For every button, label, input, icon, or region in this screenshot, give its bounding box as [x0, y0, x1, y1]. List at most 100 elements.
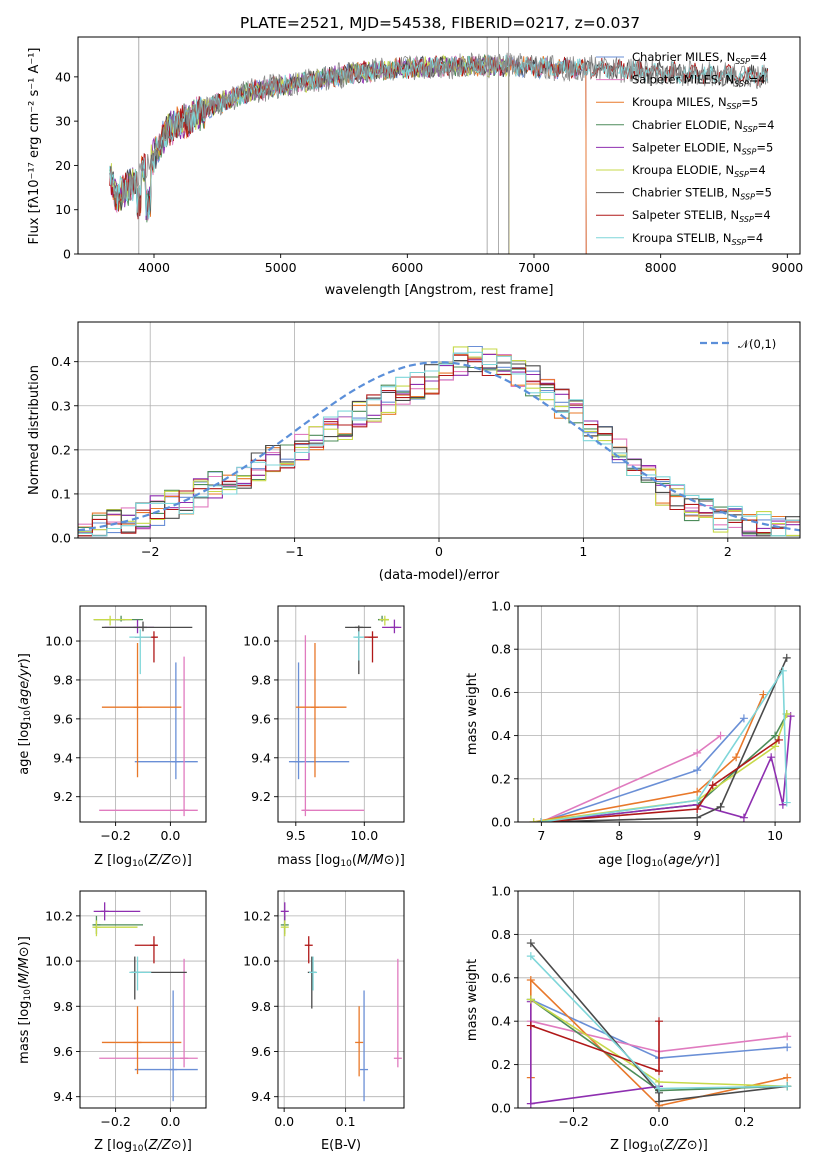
residual_hist-xtick-label: 2	[724, 544, 732, 559]
weight_vs_Z-ytick-label: 0.0	[491, 1101, 511, 1116]
legend-entry: Kroupa STELIB, NSSP=4	[632, 231, 763, 247]
weight_vs_Z-series-marker	[655, 1097, 663, 1106]
legend-entry: Kroupa MILES, NSSP=5	[632, 95, 758, 111]
weight_vs_age-series-marker	[767, 753, 776, 762]
histogram-xlabel: (data-model)/error	[379, 568, 500, 583]
residual_hist-xtick-label: 1	[579, 544, 587, 559]
weight_vs_Z-ytick-label: 0.2	[491, 1057, 511, 1072]
age_vs_mass-panel: 9.5 10.0 9.2 9.4 9.6 9.8 10.0	[243, 605, 405, 843]
age_vs_Z-panel: −0.2 0.0 9.2 9.4 9.6 9.8 10.0	[45, 605, 207, 843]
residual_hist-ytick-label: 0.2	[51, 442, 71, 457]
weight_vs_age-series-marker	[774, 735, 783, 744]
legend-entry: Salpeter ELODIE, NSSP=5	[632, 140, 773, 156]
weight_vs_Z-ytick-label: 1.0	[491, 884, 511, 899]
weight_vs_Z-series-marker	[526, 952, 535, 961]
mass_vs_ebv-frame	[277, 890, 405, 1109]
age_vs_mass-xtick-label: 10.0	[350, 828, 378, 843]
mass_vs_ebv-ytick-label: 9.8	[251, 999, 271, 1014]
mass_vs_ebv-ytick-label: 9.4	[251, 1089, 271, 1104]
spectrum-panel: 4000 5000 6000 7000 8000 9000 0 10 20 30 40	[55, 36, 803, 275]
weight_vs_Z-series-marker	[655, 1084, 663, 1093]
weight_vs_age-frame	[517, 605, 801, 823]
weight_vs_Z-series-marker	[526, 1099, 535, 1108]
weight_vs_age-series-marker	[786, 712, 795, 721]
mass_vs_ebv-ytick-label: 9.6	[251, 1044, 271, 1059]
spectrum-model-line	[109, 56, 587, 254]
age_vs_mass-ytick-label: 10.0	[243, 634, 271, 649]
legend-entry: Salpeter STELIB, NSSP=4	[632, 208, 771, 224]
weight_vs_age-series-marker	[693, 766, 702, 775]
spectrum-xtick-label: 8000	[645, 260, 677, 275]
residual_hist-panel: −2 −1 0 1 2 0.0 0.1 0.2 0.3 0.4	[51, 321, 801, 559]
mass_vs_ebv-xtick-label: 0.0	[274, 1114, 294, 1129]
age_vs_Z-ytick-label: 9.8	[53, 672, 73, 687]
weight_vs_age-ytick-label: 0.2	[491, 771, 511, 786]
weight_vs_age-series-line	[533, 694, 765, 822]
mass_vs_Z-ytick-label: 9.6	[53, 1044, 73, 1059]
legend-entry: Salpeter MILES, NSSP=4	[632, 73, 766, 89]
weight_vs_Z-series-marker	[526, 995, 535, 1004]
weight_vs_age-series-line	[541, 739, 780, 822]
spectrum-model-line	[109, 55, 587, 254]
weight_vs_age-series-marker	[537, 818, 546, 822]
mass_vs_ebv-ytick-label: 10.2	[243, 908, 271, 923]
weight_vs_Z-series-marker	[783, 1043, 792, 1052]
age_vs_mass-xtick-label: 9.5	[286, 828, 306, 843]
weight_vs_Z-series-marker	[783, 1082, 792, 1091]
spectrum-ytick-label: 20	[55, 158, 71, 173]
weight_vs_age-series-marker	[693, 748, 702, 757]
weight_vs_age-series-marker	[778, 800, 787, 809]
age_vs_Z-ylabel: age [log10(age/yr)]	[17, 653, 33, 775]
weight_vs_age-ytick-label: 1.0	[491, 599, 511, 614]
weight_vs_Z-series-marker	[526, 1021, 535, 1030]
spectrum-plot-area	[109, 37, 769, 254]
mass_vs_ebv-plot-area	[280, 902, 402, 1102]
legend-entry: Kroupa ELODIE, NSSP=4	[632, 163, 766, 179]
weight_vs_Z-series-marker	[783, 1073, 792, 1082]
weight_vs_age-series-marker	[732, 753, 741, 762]
age_vs_mass-frame	[277, 605, 405, 823]
mass_vs_Z-xtick-label: 0.0	[160, 1114, 180, 1129]
weight_vs_age-ylabel: mass weight	[465, 673, 480, 755]
age_vs_Z-xlabel: Z [log10(Z/Z⊙)]	[94, 853, 192, 869]
weight_vs_Z-ytick-label: 0.8	[491, 927, 511, 942]
weight_vs_age-series-marker	[739, 714, 748, 723]
spectrum-xtick-label: 6000	[391, 260, 423, 275]
legend-entry: Chabrier ELODIE, NSSP=4	[632, 118, 774, 134]
gaussian-reference-curve	[78, 360, 800, 532]
spectrum-xlabel: wavelength [Angstrom, rest frame]	[325, 283, 554, 298]
weight_vs_Z-xtick-label: −0.2	[558, 1114, 588, 1129]
spectrum-ylabel: Flux [fλ10⁻¹⁷ erg cm⁻² s⁻¹ A⁻¹]	[27, 48, 42, 245]
figure-title: PLATE=2521, MJD=54538, FIBERID=0217, z=0…	[240, 14, 640, 32]
weight_vs_age-series-marker	[693, 796, 702, 805]
age_vs_mass-xlabel: mass [log10(M/M⊙)]	[277, 853, 405, 869]
mass_vs_Z-ytick-label: 9.4	[53, 1089, 73, 1104]
weight_vs_Z-series-marker	[655, 1067, 663, 1076]
mass_vs_Z-xlabel: Z [log10(Z/Z⊙)]	[94, 1138, 192, 1154]
weight_vs_age-series-marker	[529, 818, 538, 822]
mass_vs_Z-ytick-label: 10.2	[45, 908, 73, 923]
residual_hist-ytick-label: 0.4	[51, 354, 71, 369]
mass_vs_Z-frame	[79, 890, 207, 1109]
weight_vs_age-xtick-label: 9	[693, 828, 701, 843]
mass_vs_ebv-panel: 0.0 0.1 9.4 9.6 9.8 10.0 10.2	[243, 890, 405, 1129]
weight_vs_age-ytick-label: 0.8	[491, 642, 511, 657]
spectrum-model-line	[109, 55, 587, 254]
mass_vs_ebv-xlabel: E(B-V)	[321, 1138, 361, 1153]
residual_hist-plot-area	[78, 345, 800, 537]
weight_vs_age-xtick-label: 8	[615, 828, 623, 843]
weight_vs_Z-xlabel: Z [log10(Z/Z⊙)]	[610, 1138, 708, 1154]
weight_vs_Z-xtick-label: 0.0	[649, 1114, 669, 1129]
mass_vs_Z-ylabel: mass [log10(M/M⊙)]	[17, 936, 33, 1064]
weight_vs_age-series-marker	[771, 742, 780, 751]
weight_vs_age-series-line	[541, 657, 788, 822]
legend-gaussian-label: 𝒩(0,1)	[738, 337, 776, 351]
age_vs_mass-ytick-label: 9.6	[251, 711, 271, 726]
weight_vs_age-series-marker	[693, 805, 702, 814]
age_vs_mass-ytick-label: 9.8	[251, 672, 271, 687]
weight_vs_age-series-line	[541, 668, 788, 822]
residual_hist-xtick-label: 0	[435, 544, 443, 559]
residual_hist-ytick-label: 0.1	[51, 486, 71, 501]
age_vs_Z-plot-area	[93, 615, 198, 817]
